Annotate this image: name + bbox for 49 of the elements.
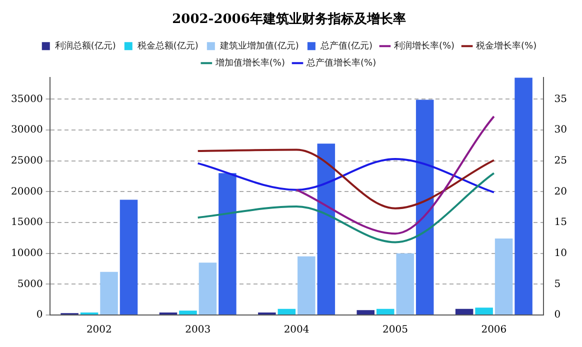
y2-tick-label: 30: [554, 124, 568, 136]
bar: [376, 308, 394, 314]
bar: [317, 144, 336, 314]
bar: [396, 253, 414, 314]
y2-tick-label: 15: [554, 217, 568, 228]
y-tick-label: 15000: [11, 217, 43, 228]
y2-tick-label: 20: [554, 186, 568, 198]
bar: [455, 308, 474, 314]
legend-label: 建筑业增加值(亿元): [218, 40, 299, 52]
legend-label: 总产值(亿元): [319, 40, 372, 52]
bar: [198, 262, 217, 314]
y-tick-label: 35000: [11, 94, 43, 105]
y-tick-label: 10000: [11, 248, 43, 259]
y2-tick-label: 10: [554, 248, 568, 259]
x-tick-label: 2006: [481, 324, 507, 336]
legend-label: 增加值增长率(%): [214, 57, 286, 68]
chart-title: 2002-2006年建筑业财务指标及增长率: [172, 11, 406, 28]
line-series: [196, 172, 495, 244]
legend-label: 总产值增长率(%): [306, 57, 376, 68]
y-tick-label: 20000: [11, 186, 43, 198]
bar: [298, 256, 316, 314]
line-series: [196, 148, 495, 210]
bar: [356, 310, 375, 314]
legend-label: 利润总额(亿元): [54, 40, 116, 52]
x-tick-label: 2003: [185, 324, 211, 336]
bar: [218, 173, 236, 314]
legend-label: 税金总额(亿元): [137, 40, 198, 52]
bar: [494, 238, 513, 314]
bar: [278, 308, 296, 314]
line-series: [196, 158, 495, 194]
y2-tick-label: 25: [554, 155, 568, 166]
bar: [514, 78, 532, 314]
bar: [179, 310, 197, 314]
bar: [416, 100, 434, 314]
bar: [100, 272, 118, 314]
x-tick-label: 2002: [86, 324, 112, 336]
y-tick-label: 0: [36, 310, 43, 321]
y2-tick-label: 0: [554, 310, 561, 321]
x-tick-label: 2005: [382, 324, 408, 336]
legend-label: 利润增长率(%): [394, 40, 455, 52]
x-tick-label: 2004: [284, 324, 310, 336]
bar: [475, 308, 493, 314]
y2-tick-label: 35: [554, 94, 568, 105]
y-tick-label: 25000: [11, 155, 43, 166]
y2-tick-label: 5: [554, 278, 561, 290]
y-tick-label: 30000: [11, 124, 43, 136]
bar: [120, 200, 138, 314]
legend-label: 税金增长率(%): [476, 40, 537, 52]
y-tick-label: 5000: [17, 278, 43, 290]
